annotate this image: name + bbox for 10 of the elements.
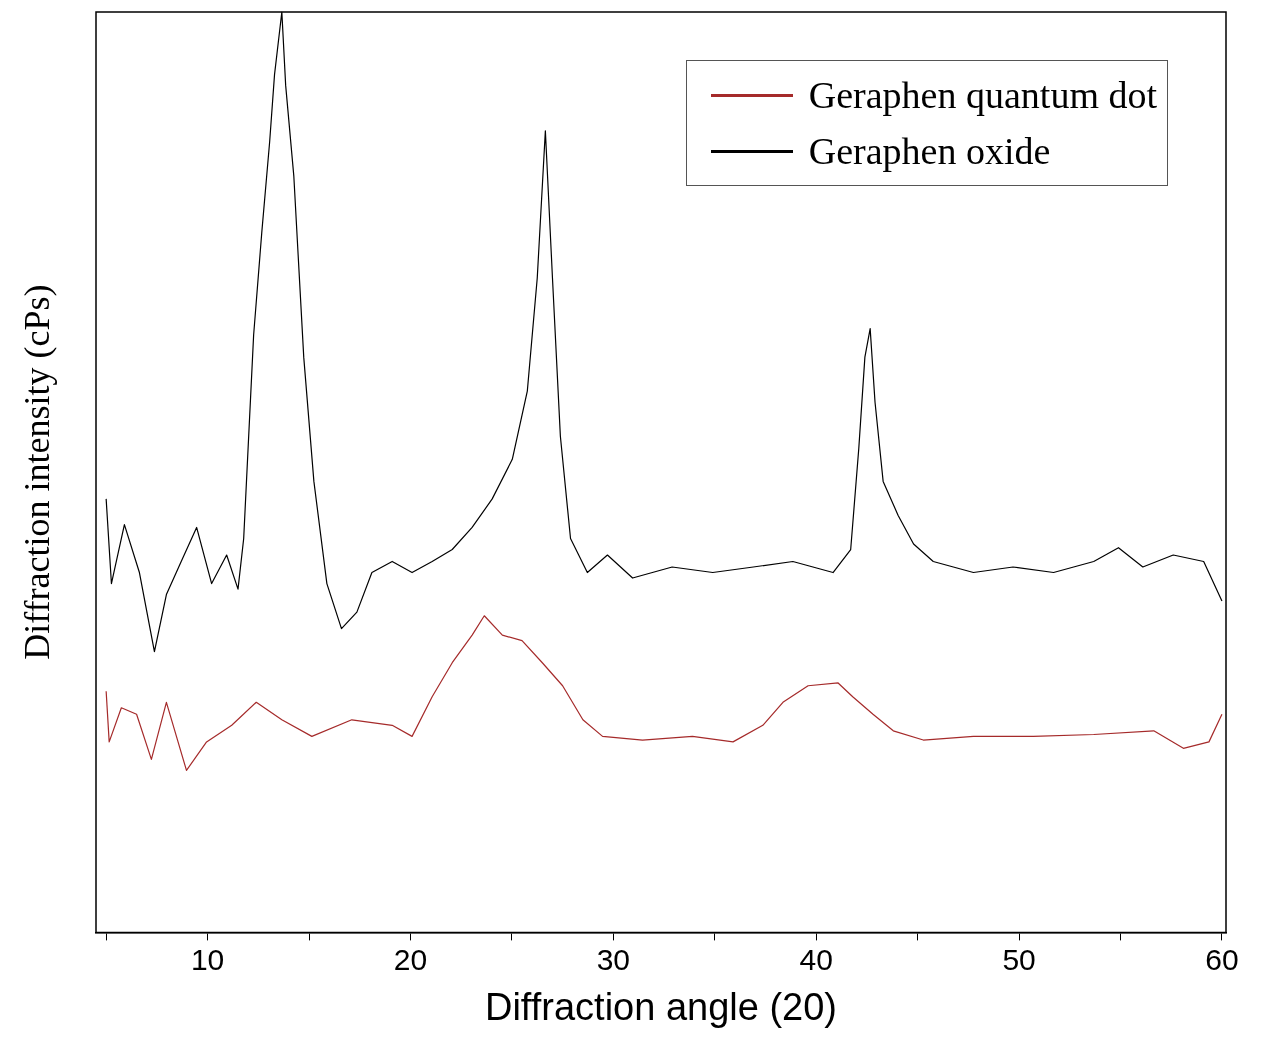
x-tick-label: 40 xyxy=(799,942,833,976)
x-tick-label: 60 xyxy=(1205,942,1239,976)
legend-label: Geraphen quantum dot xyxy=(808,73,1157,118)
y-axis-title: Diffraction intensity (cPs) xyxy=(17,284,58,660)
x-axis-title: Diffraction angle (20) xyxy=(484,985,838,1028)
x-tick-label: 50 xyxy=(1002,942,1036,976)
x-tick-label: 20 xyxy=(393,942,428,976)
x-tick-label: 30 xyxy=(596,942,631,976)
x-tick-label: 10 xyxy=(190,942,225,976)
legend-label: Geraphen oxide xyxy=(808,129,1051,174)
